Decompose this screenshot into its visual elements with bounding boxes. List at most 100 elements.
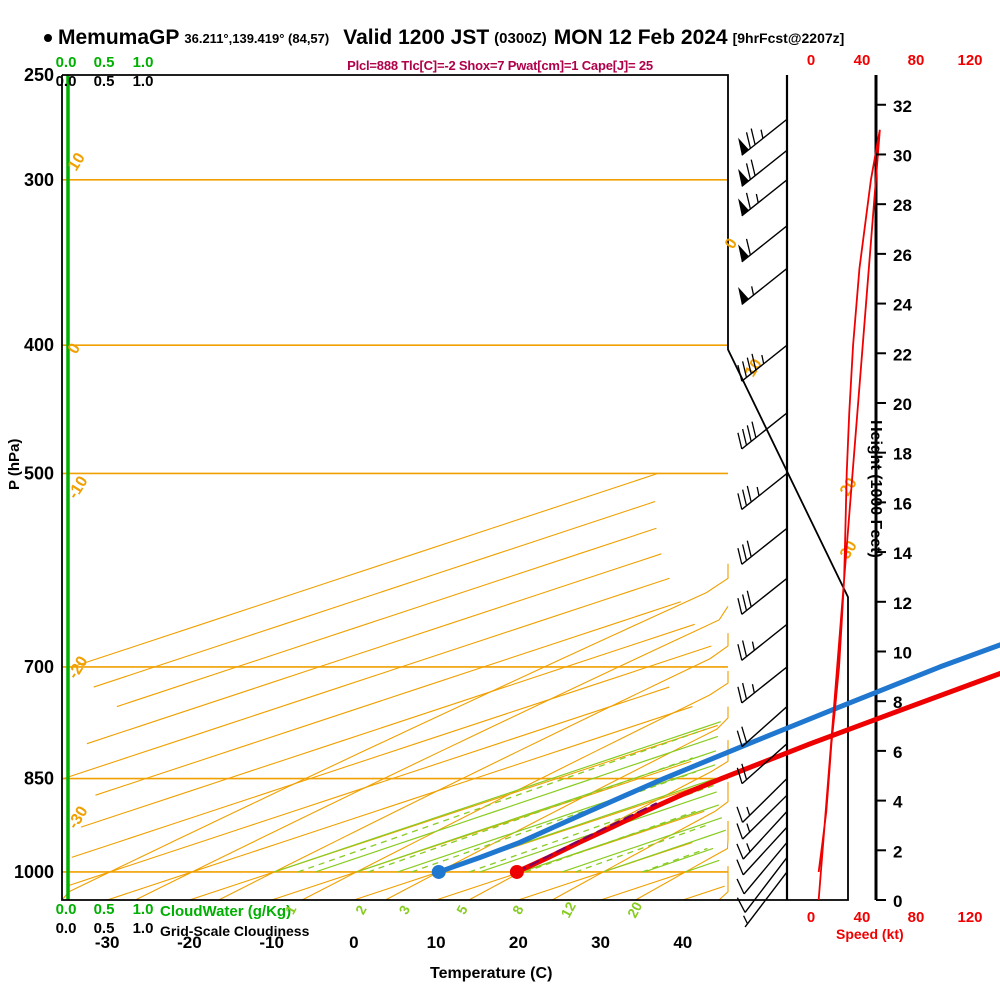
forecast-tag: [9hrFcst@2207z]	[732, 30, 845, 46]
pressure-tick-300: 300	[24, 170, 54, 190]
wind-barb-500	[737, 472, 788, 511]
cloudwater-tick-0.0-top: 0.0	[56, 54, 77, 71]
wind-barb-800	[736, 743, 788, 785]
mixing-ratio-line-20	[641, 847, 708, 873]
pressure-tick-850: 850	[24, 769, 54, 789]
wind-barbs	[736, 118, 788, 928]
sounding-curves	[431, 642, 1000, 879]
wind-barb-600	[737, 577, 788, 615]
height-tick-0: 0	[893, 892, 902, 911]
speed-tick-120-bottom: 120	[957, 909, 982, 926]
dry-adiabat-20	[551, 781, 729, 901]
dry-adiabat--20	[218, 633, 729, 901]
height-tick-20: 20	[893, 395, 912, 414]
cloudwater-axis-title: CloudWater (g/Kg)	[160, 903, 292, 920]
isotherm-label-right-0: 0	[722, 235, 741, 252]
plot-frame	[61, 74, 878, 901]
sounding-parameters: Plcl=888 Tlc[C]=-2 Shox=7 Pwat[cm]=1 Cap…	[347, 58, 653, 73]
wind-barb-650	[737, 623, 788, 661]
height-tick-32: 32	[893, 97, 912, 116]
wind-barb-450	[737, 412, 788, 450]
isotherm--80	[63, 577, 670, 780]
wind-barb-700	[737, 666, 788, 704]
wind-barb-950	[736, 842, 788, 895]
moist-adiabat--20	[274, 721, 721, 873]
valid-date: MON 12 Feb 2024	[553, 26, 728, 49]
cloudiness-axis-title: Grid-Scale Cloudiness	[160, 923, 310, 939]
pressure-tick-700: 700	[24, 657, 54, 677]
speed-tick-0-top: 0	[807, 52, 815, 69]
mixing-ratio-line-3	[411, 771, 697, 873]
wind-barb-400	[737, 344, 788, 382]
dry-adiabat-30	[635, 820, 729, 901]
isotherm--110	[93, 500, 656, 688]
moist-adiabat-10	[520, 804, 719, 873]
cloudiness-tick-0.5-top: 0.5	[94, 73, 115, 90]
mixing-ratio-label-1: 1	[282, 902, 300, 917]
isotherm--120	[72, 472, 658, 668]
height-tick-22: 22	[893, 345, 912, 364]
isotherm-label-right-20: 20	[837, 475, 861, 499]
dry-adiabat--10	[301, 671, 729, 901]
height-tick-8: 8	[893, 693, 902, 712]
temperature-curve	[514, 670, 1000, 875]
temperature-tick-40: 40	[673, 933, 692, 952]
height-tick-26: 26	[893, 246, 912, 265]
pressure-tick-400: 400	[24, 335, 54, 355]
height-tick-14: 14	[893, 544, 912, 563]
mixing-ratio-line-8	[524, 810, 696, 873]
temperature-tick--30: -30	[95, 933, 120, 952]
cloudwater-tick-0.0-bottom: 0.0	[56, 901, 77, 918]
cloudwater-tick-0.5-bottom: 0.5	[94, 901, 115, 918]
mixing-ratio-line-1	[297, 728, 707, 873]
wind-barb-270	[738, 118, 788, 156]
station-coordinates: 36.211°,139.419° (84,57)	[184, 30, 330, 46]
cloudiness-tick-1.0-bottom: 1.0	[133, 920, 154, 937]
isotherm--100	[116, 527, 657, 708]
cloudwater-tick-1.0-top: 1.0	[133, 54, 154, 71]
station-marker-icon	[44, 34, 52, 42]
wind-barb-850	[736, 778, 788, 823]
moist-adiabat-30	[685, 859, 720, 873]
height-tick-6: 6	[893, 743, 902, 762]
wind-barb-975	[736, 856, 788, 913]
plot-border	[61, 74, 849, 901]
isotherm--90	[86, 553, 662, 745]
height-tick-16: 16	[893, 494, 912, 513]
height-tick-12: 12	[893, 594, 912, 613]
temperature-tick-20: 20	[509, 933, 528, 952]
mixing-ratio-line-12	[575, 823, 711, 873]
wind-barb-925	[736, 826, 788, 876]
valid-time-zulu: (0300Z)	[494, 29, 547, 47]
mixing-ratio-label-8: 8	[509, 902, 527, 917]
mixing-ratio-label-20: 20	[624, 899, 646, 920]
isotherm--70	[95, 601, 681, 796]
cloudwater-tick-0.5-top: 0.5	[94, 54, 115, 71]
station-name: MemumaGP	[58, 26, 180, 49]
cloudiness-tick-0.0-bottom: 0.0	[56, 920, 77, 937]
height-tick-18: 18	[893, 445, 912, 464]
height-tick-24: 24	[893, 296, 912, 315]
cloudiness-tick-1.0-top: 1.0	[133, 73, 154, 90]
moist-adiabat-25	[644, 847, 714, 873]
temperature-axis-title: Temperature (C)	[430, 965, 553, 982]
moist-adiabat-15	[561, 817, 723, 873]
mixing-ratio-label-12: 12	[557, 899, 579, 920]
moist-adiabat--15	[315, 735, 719, 873]
temperature-tick--10: -10	[259, 933, 284, 952]
speed-tick-40-bottom: 40	[854, 909, 871, 926]
speed-axis-title: Speed (kt)	[836, 926, 904, 942]
wind-barb-1000	[742, 871, 788, 928]
pressure-tick-250: 250	[24, 65, 54, 85]
wind-speed-profile	[817, 129, 881, 901]
speed-tick-80-top: 80	[908, 52, 925, 69]
pressure-tick-500: 500	[24, 463, 54, 483]
isotherm--10	[271, 760, 692, 901]
wind-barb-350	[738, 267, 788, 305]
isotherm-40	[682, 885, 725, 901]
speed-tick-80-bottom: 80	[908, 909, 925, 926]
temperature-tick-30: 30	[591, 933, 610, 952]
moist-adiabat-20	[603, 829, 726, 873]
isotherm-label-left-10: 10	[65, 150, 89, 174]
